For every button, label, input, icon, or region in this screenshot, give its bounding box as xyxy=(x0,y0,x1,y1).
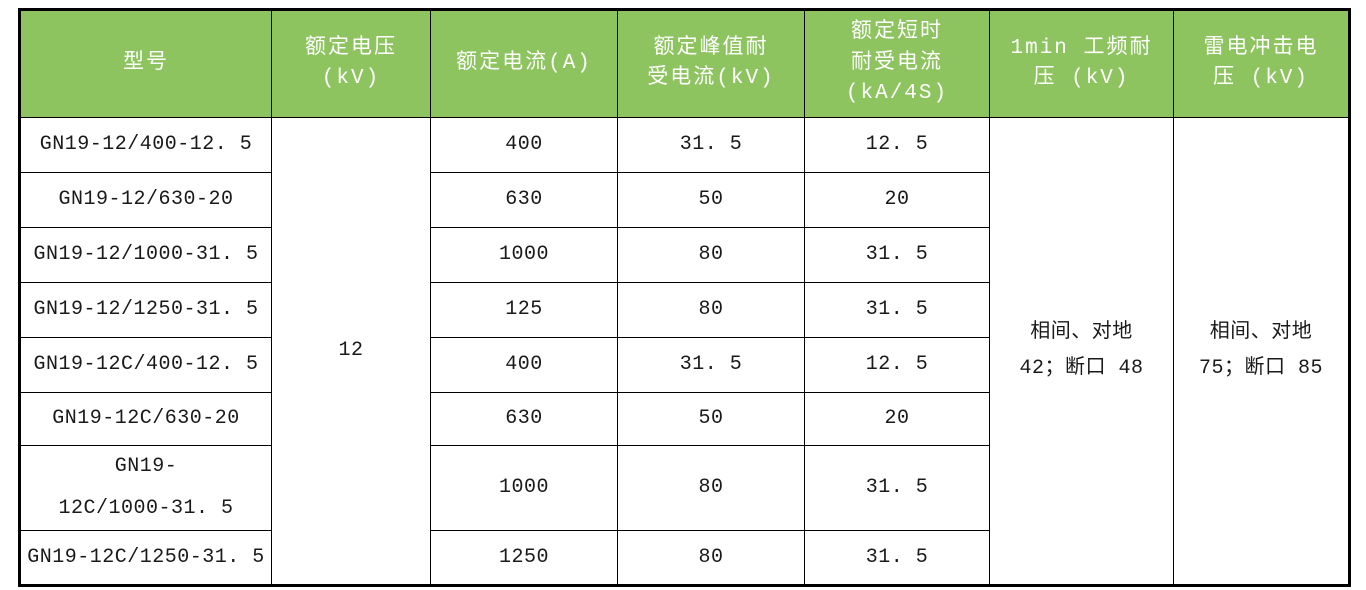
column-header-rated-voltage: 额定电压 (kV) xyxy=(271,9,431,118)
model-cell: GN19-12/630-20 xyxy=(19,172,272,228)
short-time-current-cell: 31. 5 xyxy=(804,445,990,531)
column-header-lightning-impulse-voltage: 雷电冲击电 压 (kV) xyxy=(1173,9,1350,118)
column-header-model: 型号 xyxy=(19,9,272,118)
short-time-current-cell: 31. 5 xyxy=(804,227,990,283)
model-cell: GN19-12/1250-31. 5 xyxy=(19,282,272,338)
column-header-rated-current: 额定电流(A) xyxy=(430,9,618,118)
model-cell: GN19-12C/630-20 xyxy=(19,392,272,446)
peak-current-cell: 80 xyxy=(617,227,805,283)
table-row: GN19-12/400-12. 5 12 400 31. 5 12. 5 相间、… xyxy=(19,117,1350,586)
table-row: GN19-12/630-20 630 50 20 xyxy=(19,172,1350,228)
table-row: GN19- 12C/1000-31. 5 1000 80 31. 5 xyxy=(19,445,1350,531)
model-cell: GN19-12C/1250-31. 5 xyxy=(19,530,272,586)
rated-current-cell: 400 xyxy=(430,337,618,393)
rated-current-cell: 125 xyxy=(430,282,618,338)
column-header-peak-withstand-current: 额定峰值耐 受电流(kV) xyxy=(617,9,805,118)
peak-current-cell: 80 xyxy=(617,282,805,338)
peak-current-cell: 31. 5 xyxy=(617,337,805,393)
column-header-short-time-current: 额定短时 耐受电流 (kA/4S) xyxy=(804,9,990,118)
table-row: GN19-12C/400-12. 5 400 31. 5 12. 5 xyxy=(19,337,1350,393)
model-cell: GN19- 12C/1000-31. 5 xyxy=(19,445,272,531)
table-header: 型号 额定电压 (kV) 额定电流(A) 额定峰值耐 受电流(kV) 额定短时 … xyxy=(19,9,1350,118)
rated-current-cell: 630 xyxy=(430,172,618,228)
short-time-current-cell: 31. 5 xyxy=(804,530,990,586)
rated-current-cell: 400 xyxy=(430,117,618,173)
table-row: GN19-12C/1250-31. 5 1250 80 31. 5 xyxy=(19,530,1350,586)
table-row: GN19-12/1250-31. 5 125 80 31. 5 xyxy=(19,282,1350,338)
column-header-power-frequency-voltage: 1min 工频耐 压 (kV) xyxy=(989,9,1174,118)
model-cell: GN19-12C/400-12. 5 xyxy=(19,337,272,393)
peak-current-cell: 80 xyxy=(617,445,805,531)
rated-current-cell: 630 xyxy=(430,392,618,446)
short-time-current-cell: 20 xyxy=(804,392,990,446)
peak-current-cell: 50 xyxy=(617,392,805,446)
spec-table-container: 型号 额定电压 (kV) 额定电流(A) 额定峰值耐 受电流(kV) 额定短时 … xyxy=(18,8,1351,587)
model-cell: GN19-12/400-12. 5 xyxy=(19,117,272,173)
table-body: GN19-12/400-12. 5 12 400 31. 5 12. 5 相间、… xyxy=(19,117,1350,586)
short-time-current-cell: 31. 5 xyxy=(804,282,990,338)
spec-table: 型号 额定电压 (kV) 额定电流(A) 额定峰值耐 受电流(kV) 额定短时 … xyxy=(18,8,1351,587)
rated-current-cell: 1000 xyxy=(430,445,618,531)
short-time-current-cell: 12. 5 xyxy=(804,337,990,393)
rated-current-cell: 1000 xyxy=(430,227,618,283)
header-row: 型号 额定电压 (kV) 额定电流(A) 额定峰值耐 受电流(kV) 额定短时 … xyxy=(19,9,1350,118)
rated-voltage-merged-cell: 12 xyxy=(271,117,431,586)
table-row: GN19-12/1000-31. 5 1000 80 31. 5 xyxy=(19,227,1350,283)
short-time-current-cell: 12. 5 xyxy=(804,117,990,173)
power-frequency-merged-cell: 相间、对地 42；断口 48 xyxy=(989,117,1174,586)
model-cell: GN19-12/1000-31. 5 xyxy=(19,227,272,283)
table-row: GN19-12C/630-20 630 50 20 xyxy=(19,392,1350,446)
peak-current-cell: 31. 5 xyxy=(617,117,805,173)
rated-current-cell: 1250 xyxy=(430,530,618,586)
peak-current-cell: 80 xyxy=(617,530,805,586)
lightning-impulse-merged-cell: 相间、对地 75；断口 85 xyxy=(1173,117,1350,586)
short-time-current-cell: 20 xyxy=(804,172,990,228)
peak-current-cell: 50 xyxy=(617,172,805,228)
